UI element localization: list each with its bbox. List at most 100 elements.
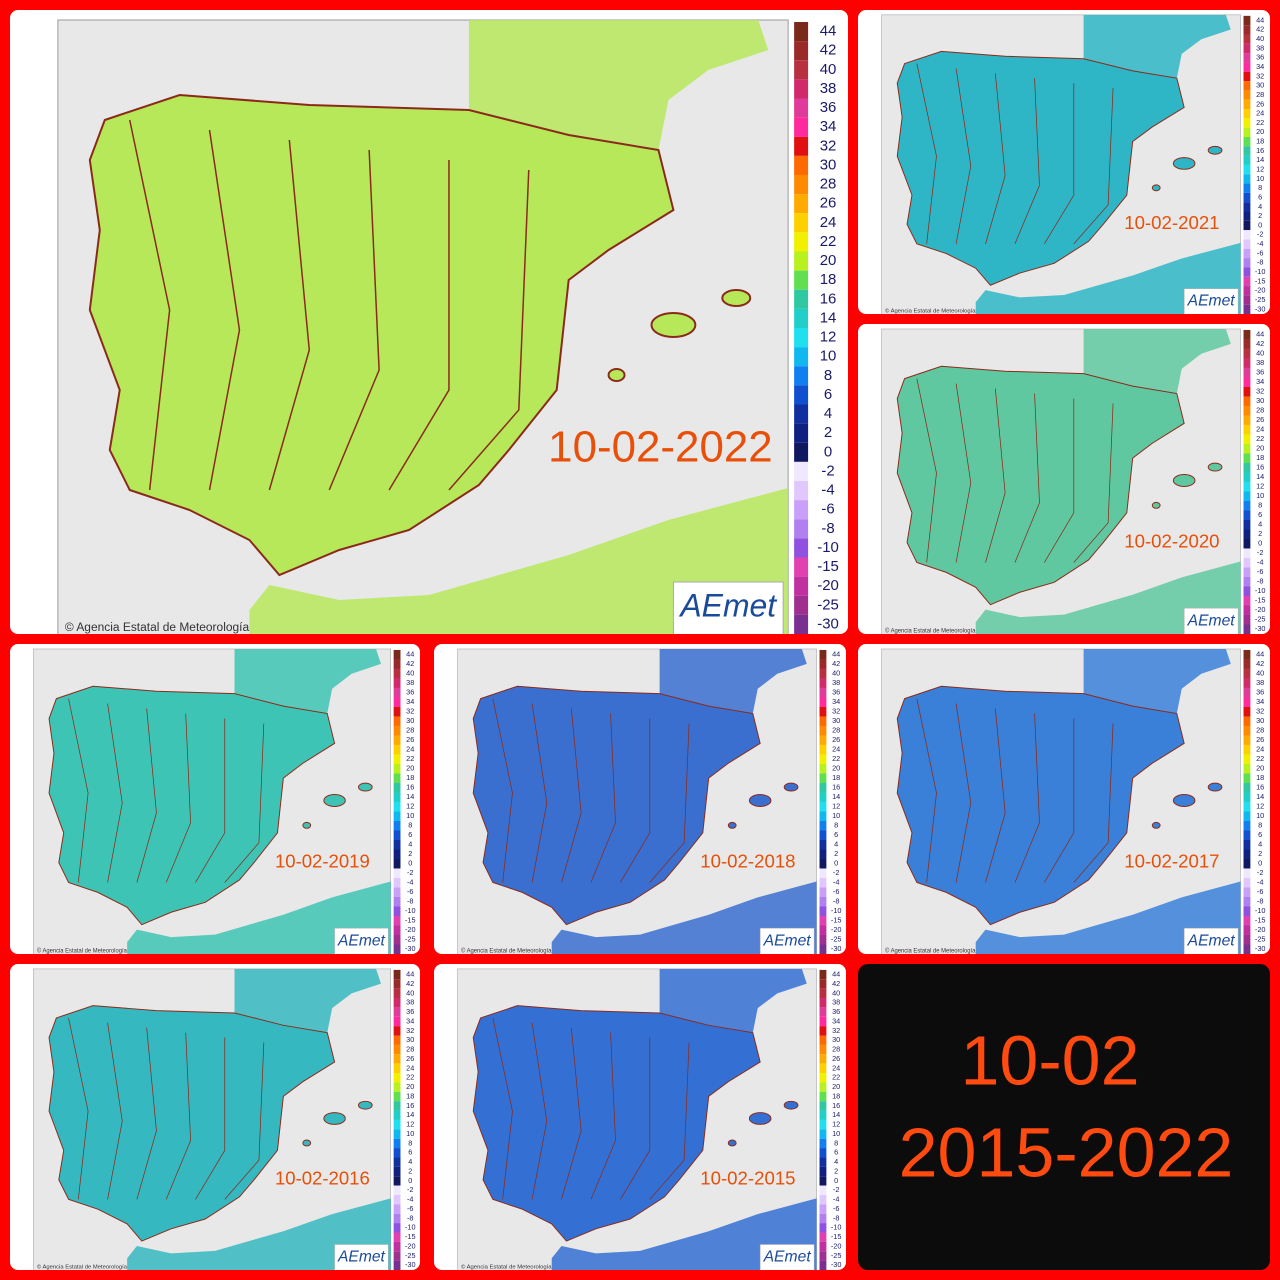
legend-label: 8 xyxy=(1258,821,1262,830)
legend-label: 4 xyxy=(834,1157,838,1166)
date: 10-02-2018 xyxy=(700,850,795,871)
legend-swatch xyxy=(393,969,401,980)
province-border xyxy=(224,723,265,883)
legend-label: 30 xyxy=(406,1035,414,1044)
legend-label: 28 xyxy=(406,1045,414,1054)
legend-swatch xyxy=(819,716,827,726)
date: 10-02-2015 xyxy=(700,1168,795,1189)
france xyxy=(234,648,381,714)
legend-label: 8 xyxy=(408,1138,412,1147)
legend-swatch xyxy=(393,1138,401,1149)
legend-label: -4 xyxy=(1257,239,1264,248)
legend-swatch xyxy=(393,1176,401,1186)
legend-label: 20 xyxy=(832,764,840,773)
legend-label: -15 xyxy=(1255,596,1266,605)
legend-swatch xyxy=(1243,906,1251,916)
legend-label: 40 xyxy=(1256,349,1264,358)
legend-swatch xyxy=(1243,136,1251,147)
map: 10-02-2018 © Agencia Estatal de Meteorolo… xyxy=(457,648,841,954)
legend-label: 10 xyxy=(1256,491,1264,500)
map: 10-02-2021 © Agencia Estatal de Meteorolo… xyxy=(881,14,1266,314)
legend-label: -20 xyxy=(1255,286,1266,295)
legend-swatch xyxy=(1243,687,1251,698)
legend-swatch xyxy=(1243,491,1251,501)
legend-swatch xyxy=(1243,782,1251,793)
province-border xyxy=(1014,393,1040,563)
legend-swatch xyxy=(819,1016,827,1027)
legend-label: 0 xyxy=(834,1176,838,1185)
france xyxy=(659,968,807,1033)
legend-label: 24 xyxy=(832,1063,840,1072)
legend-swatch xyxy=(1243,548,1251,558)
logo: AEmet xyxy=(1187,612,1236,629)
legend-label: -4 xyxy=(1257,558,1264,567)
legend-swatch xyxy=(1243,557,1251,568)
legend-swatch xyxy=(819,659,827,669)
legend-swatch xyxy=(819,792,827,802)
legend-label: 6 xyxy=(1258,830,1262,839)
legend-label: 18 xyxy=(406,1091,414,1100)
legend-label: -30 xyxy=(817,615,839,632)
legend-swatch xyxy=(1243,286,1251,296)
legend-label: -4 xyxy=(1257,878,1264,887)
legend-label: 10 xyxy=(1256,174,1264,183)
legend-label: 6 xyxy=(824,386,832,403)
legend-label: 26 xyxy=(406,1054,414,1063)
legend-swatch xyxy=(1243,405,1251,416)
legend-label: 30 xyxy=(832,716,840,725)
legend-swatch xyxy=(393,811,401,821)
island xyxy=(607,368,626,382)
legend-swatch xyxy=(1243,858,1251,869)
legend-label: 14 xyxy=(1256,155,1264,164)
map: 10-02-2019 © Agencia Estatal de Meteorolo… xyxy=(33,648,416,954)
legend-swatch xyxy=(819,1091,827,1102)
island xyxy=(1172,794,1196,807)
legend-label: 38 xyxy=(406,998,414,1007)
legend-label: 34 xyxy=(820,118,837,135)
province-border xyxy=(388,160,450,491)
province-border xyxy=(1044,83,1075,245)
legend-swatch xyxy=(1243,377,1251,387)
legend-swatch xyxy=(794,366,809,386)
legend-label: 6 xyxy=(408,830,412,839)
legend-swatch xyxy=(1243,519,1251,530)
logo: AEmet xyxy=(678,587,777,623)
legend-swatch xyxy=(819,1157,827,1167)
province-border xyxy=(68,1017,89,1200)
legend-label: -15 xyxy=(831,1232,842,1241)
legend-label: -10 xyxy=(1255,586,1266,595)
legend-swatch xyxy=(819,763,827,774)
province-border xyxy=(1014,78,1040,244)
legend-label: 6 xyxy=(1258,510,1262,519)
legend-label: 2 xyxy=(1258,529,1262,538)
legend-label: -4 xyxy=(407,1195,414,1204)
legend-swatch xyxy=(1243,868,1251,878)
legend-label: 32 xyxy=(1256,707,1264,716)
legend-swatch xyxy=(393,1148,401,1158)
legend-label: 30 xyxy=(820,156,837,173)
province-border xyxy=(492,1017,513,1200)
province-border xyxy=(985,73,1006,244)
island xyxy=(1207,145,1223,155)
date: 10-02-2016 xyxy=(275,1168,370,1189)
legend-label: 20 xyxy=(1256,764,1264,773)
legend-swatch xyxy=(393,979,401,989)
summary-line2: 2015-2022 xyxy=(899,1113,1234,1191)
legend-label: 32 xyxy=(406,707,414,716)
province-border xyxy=(1073,87,1114,245)
legend-swatch xyxy=(393,1260,401,1270)
legend-swatch xyxy=(794,289,809,309)
legend-swatch xyxy=(1243,614,1251,625)
legend-label: 32 xyxy=(406,1026,414,1035)
legend-label: 20 xyxy=(832,1082,840,1091)
legend-label: 14 xyxy=(820,309,837,326)
legend-swatch xyxy=(819,934,827,945)
legend-label: 36 xyxy=(1256,53,1264,62)
legend-label: 28 xyxy=(406,726,414,735)
legend-label: 16 xyxy=(1256,146,1264,155)
legend-swatch xyxy=(1243,915,1251,926)
legend-swatch xyxy=(794,576,809,596)
legend-label: 10 xyxy=(832,811,840,820)
legend-swatch xyxy=(819,773,827,783)
legend-swatch xyxy=(393,1251,401,1261)
